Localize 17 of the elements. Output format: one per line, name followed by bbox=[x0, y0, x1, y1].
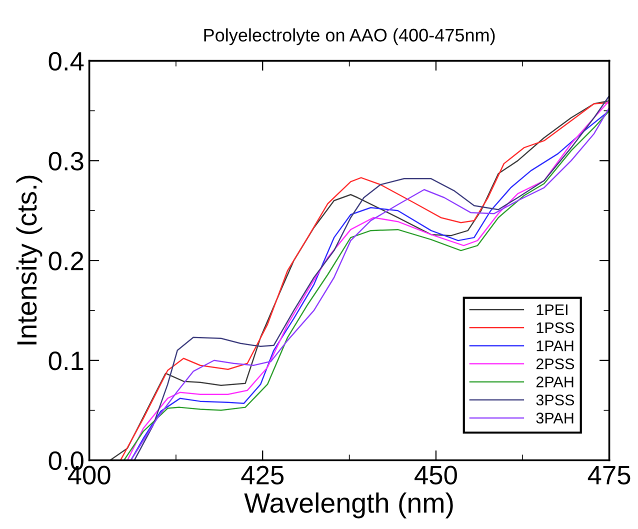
y-tick-label: 0.3 bbox=[48, 152, 84, 171]
legend-label: 1PAH bbox=[536, 340, 574, 352]
y-tick-label: 0.2 bbox=[48, 252, 84, 270]
x-tick-label: 475 bbox=[588, 466, 630, 484]
legend-label: 2PAH bbox=[536, 376, 574, 388]
x-tick-label: 450 bbox=[414, 466, 457, 484]
legend-label: 3PAH bbox=[536, 412, 574, 424]
y-tick-label: 0.4 bbox=[48, 52, 84, 71]
legend-label: 1PSS bbox=[536, 322, 574, 334]
y-axis-title: Intensity (cts.) bbox=[16, 176, 42, 344]
legend-label: 2PSS bbox=[536, 358, 574, 370]
legend-label: 1PEI bbox=[536, 304, 568, 315]
y-tick-label: 0.1 bbox=[48, 352, 84, 370]
chart-title: Polyelectrolyte on AAO (400-475nm) bbox=[204, 28, 495, 46]
x-axis-title: Wavelength (nm) bbox=[244, 492, 453, 518]
legend-label: 3PSS bbox=[536, 394, 574, 406]
x-tick-label: 425 bbox=[241, 466, 284, 484]
